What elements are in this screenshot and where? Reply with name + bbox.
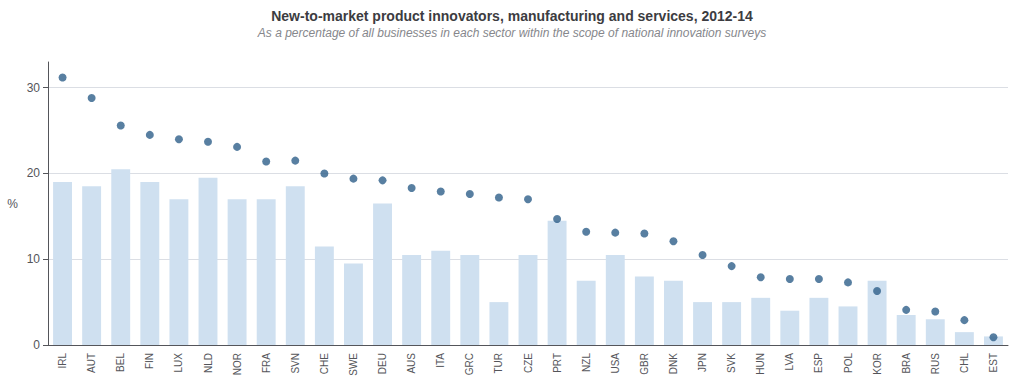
svg-text:HUN: HUN	[755, 353, 766, 375]
svg-text:PRT: PRT	[552, 353, 563, 373]
svg-text:AUT: AUT	[86, 353, 97, 373]
svg-text:RUS: RUS	[930, 353, 941, 374]
svg-text:DNK: DNK	[668, 353, 679, 374]
svg-text:NOR: NOR	[232, 353, 243, 375]
svg-text:GRC: GRC	[464, 353, 475, 375]
svg-text:LUX: LUX	[173, 353, 184, 373]
svg-text:CZE: CZE	[523, 353, 534, 373]
svg-text:USA: USA	[610, 353, 621, 374]
svg-text:FRA: FRA	[261, 353, 272, 373]
svg-text:20: 20	[27, 166, 41, 180]
svg-text:KOR: KOR	[872, 353, 883, 375]
svg-text:IRL: IRL	[57, 353, 68, 369]
svg-text:As a percentage of all busines: As a percentage of all businesses in eac…	[257, 26, 766, 40]
svg-text:0: 0	[33, 338, 40, 352]
svg-text:TUR: TUR	[493, 353, 504, 374]
svg-text:NLD: NLD	[203, 353, 214, 373]
svg-text:30: 30	[27, 81, 41, 95]
svg-text:10: 10	[27, 252, 41, 266]
svg-text:SWE: SWE	[348, 353, 359, 376]
svg-text:%: %	[7, 197, 18, 211]
svg-text:EST: EST	[988, 353, 999, 372]
svg-text:BRA: BRA	[901, 353, 912, 374]
svg-text:SVN: SVN	[290, 353, 301, 374]
svg-text:CHE: CHE	[319, 353, 330, 374]
svg-text:LVA: LVA	[784, 353, 795, 371]
svg-text:New-to-market product innovato: New-to-market product innovators, manufa…	[271, 8, 753, 24]
svg-text:ESP: ESP	[813, 353, 824, 373]
svg-text:BEL: BEL	[115, 353, 126, 372]
svg-text:FIN: FIN	[144, 353, 155, 369]
svg-text:POL: POL	[843, 353, 854, 373]
svg-text:CHL: CHL	[959, 353, 970, 373]
svg-text:AUS: AUS	[406, 353, 417, 374]
svg-text:DEU: DEU	[377, 353, 388, 374]
svg-text:JPN: JPN	[697, 353, 708, 372]
svg-text:NZL: NZL	[581, 353, 592, 372]
svg-text:ITA: ITA	[435, 353, 446, 368]
svg-text:SVK: SVK	[726, 353, 737, 373]
svg-text:GBR: GBR	[639, 353, 650, 375]
